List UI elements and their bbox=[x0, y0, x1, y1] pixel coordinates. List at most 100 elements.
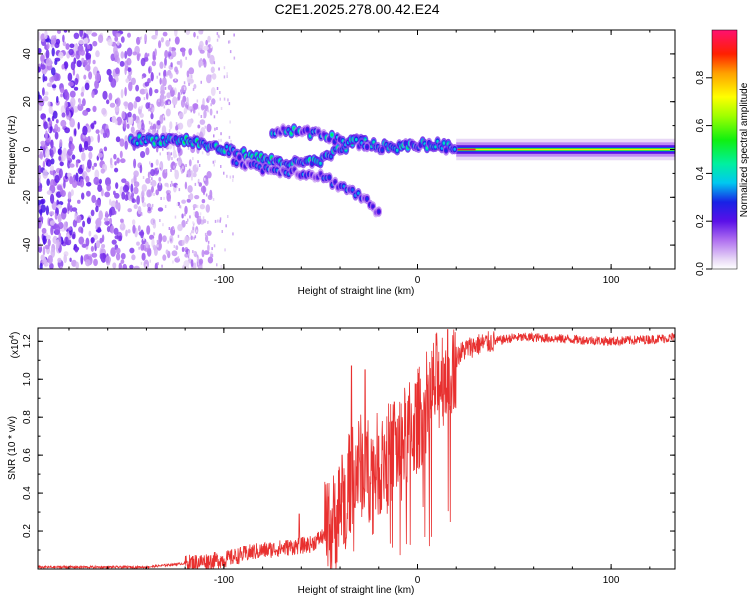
heatmap-cell bbox=[145, 92, 149, 100]
heatmap-cell bbox=[210, 45, 212, 49]
heatmap-cell bbox=[170, 183, 172, 187]
heatmap-cell bbox=[131, 178, 134, 184]
heatmap-cell bbox=[199, 215, 201, 219]
heatmap-cell bbox=[196, 229, 198, 233]
heatmap-cell bbox=[51, 47, 55, 57]
x-tick-label: 100 bbox=[603, 575, 620, 586]
heatmap-cell bbox=[50, 247, 56, 258]
heatmap-cell bbox=[132, 51, 137, 56]
heatmap-cell bbox=[199, 49, 205, 54]
heatmap-cell bbox=[150, 71, 154, 82]
heatmap-cell bbox=[97, 152, 103, 158]
heatmap-cell bbox=[69, 257, 72, 262]
heatmap-cell bbox=[173, 104, 176, 108]
heatmap-cell bbox=[179, 111, 183, 120]
heatmap-cell bbox=[135, 84, 140, 92]
heatmap-cell bbox=[172, 96, 178, 106]
heatmap-cell bbox=[50, 193, 55, 204]
heatmap-cell bbox=[124, 86, 127, 97]
heatmap-cell bbox=[204, 178, 209, 187]
heatmap-cell bbox=[67, 201, 71, 212]
heatmap-cell bbox=[164, 65, 166, 68]
heatmap-cell bbox=[205, 193, 208, 197]
heatmap-cell bbox=[185, 267, 187, 269]
heatmap-cell bbox=[119, 150, 123, 159]
y-tick-label: 1.0 bbox=[22, 372, 33, 386]
heatmap-cell bbox=[115, 32, 121, 37]
heatmap-cell bbox=[46, 190, 52, 195]
heatmap-cell bbox=[124, 194, 129, 202]
heatmap-cell bbox=[40, 140, 46, 146]
heatmap-cell bbox=[58, 168, 63, 179]
heatmap-cell bbox=[111, 115, 117, 123]
heatmap-cell bbox=[52, 110, 58, 119]
heatmap-cell bbox=[180, 91, 183, 95]
heatmap-cell bbox=[128, 81, 133, 92]
heatmap-cell bbox=[81, 86, 85, 94]
heatmap-cell bbox=[212, 160, 215, 164]
heatmap-cell bbox=[185, 56, 187, 60]
spectrogram-xlabel: Height of straight line (km) bbox=[298, 286, 415, 297]
heatmap-cell bbox=[75, 172, 79, 182]
heatmap-cell bbox=[192, 103, 199, 108]
heatmap-cell bbox=[105, 128, 110, 133]
heatmap-cell bbox=[144, 247, 149, 252]
heatmap-cell bbox=[63, 61, 69, 69]
heatmap-cell bbox=[44, 91, 49, 96]
heatmap-cell bbox=[232, 175, 234, 179]
heatmap-cell bbox=[125, 78, 129, 83]
heatmap-cell bbox=[77, 103, 84, 112]
heatmap-cell bbox=[157, 239, 160, 243]
heatmap-cell bbox=[198, 30, 204, 35]
heatmap-cell bbox=[192, 250, 194, 254]
heatmap-cell bbox=[182, 166, 184, 170]
heatmap-cell bbox=[156, 167, 159, 171]
heatmap-cell bbox=[169, 88, 175, 97]
heatmap-cell bbox=[78, 50, 82, 56]
heatmap-cell bbox=[212, 198, 215, 201]
heatmap-cell bbox=[148, 87, 153, 97]
heatmap-cell bbox=[156, 120, 161, 126]
heatmap-cell bbox=[290, 131, 293, 135]
heatmap-cell bbox=[188, 67, 195, 75]
heatmap-cell bbox=[190, 259, 194, 268]
heatmap-cell bbox=[54, 131, 59, 140]
heatmap-cell bbox=[187, 218, 189, 222]
heatmap-cell bbox=[205, 234, 209, 243]
heatmap-cell bbox=[116, 157, 120, 164]
heatmap-cell bbox=[193, 236, 195, 240]
heatmap-cell bbox=[188, 159, 192, 167]
heatmap-cell bbox=[92, 59, 96, 65]
heatmap-cell bbox=[185, 30, 191, 36]
heatmap-cell bbox=[162, 254, 167, 261]
heatmap-cell bbox=[177, 234, 180, 238]
heatmap-cell bbox=[157, 182, 163, 192]
colorbar-tick-label: 0.0 bbox=[695, 262, 706, 276]
heatmap-cell bbox=[177, 91, 181, 101]
heatmap-cell bbox=[47, 255, 53, 265]
heatmap-cell bbox=[238, 155, 241, 160]
heatmap-cell bbox=[42, 235, 46, 245]
heatmap-cell bbox=[120, 51, 125, 59]
heatmap-cell bbox=[85, 30, 92, 35]
heatmap-cell bbox=[181, 219, 186, 228]
heatmap-cell bbox=[74, 247, 79, 253]
heatmap-cell bbox=[189, 81, 192, 85]
heatmap-cell bbox=[159, 219, 161, 222]
heatmap-cell bbox=[40, 54, 45, 63]
heatmap-cell bbox=[80, 49, 85, 56]
heatmap-cell bbox=[371, 205, 375, 209]
heatmap-cell bbox=[43, 121, 48, 130]
colorbar-tick-label: 0.6 bbox=[695, 118, 706, 132]
heatmap-cell bbox=[177, 122, 184, 130]
heatmap-cell bbox=[226, 75, 228, 78]
heatmap-cell bbox=[217, 219, 219, 223]
heatmap-cell bbox=[132, 224, 136, 234]
heatmap-cell bbox=[139, 106, 141, 110]
heatmap-cell bbox=[81, 192, 85, 200]
heatmap-cell bbox=[140, 229, 144, 239]
heatmap-cell bbox=[140, 261, 143, 265]
heatmap-cell bbox=[69, 163, 75, 168]
heatmap-cell bbox=[169, 121, 173, 130]
heatmap-cell bbox=[164, 50, 169, 59]
